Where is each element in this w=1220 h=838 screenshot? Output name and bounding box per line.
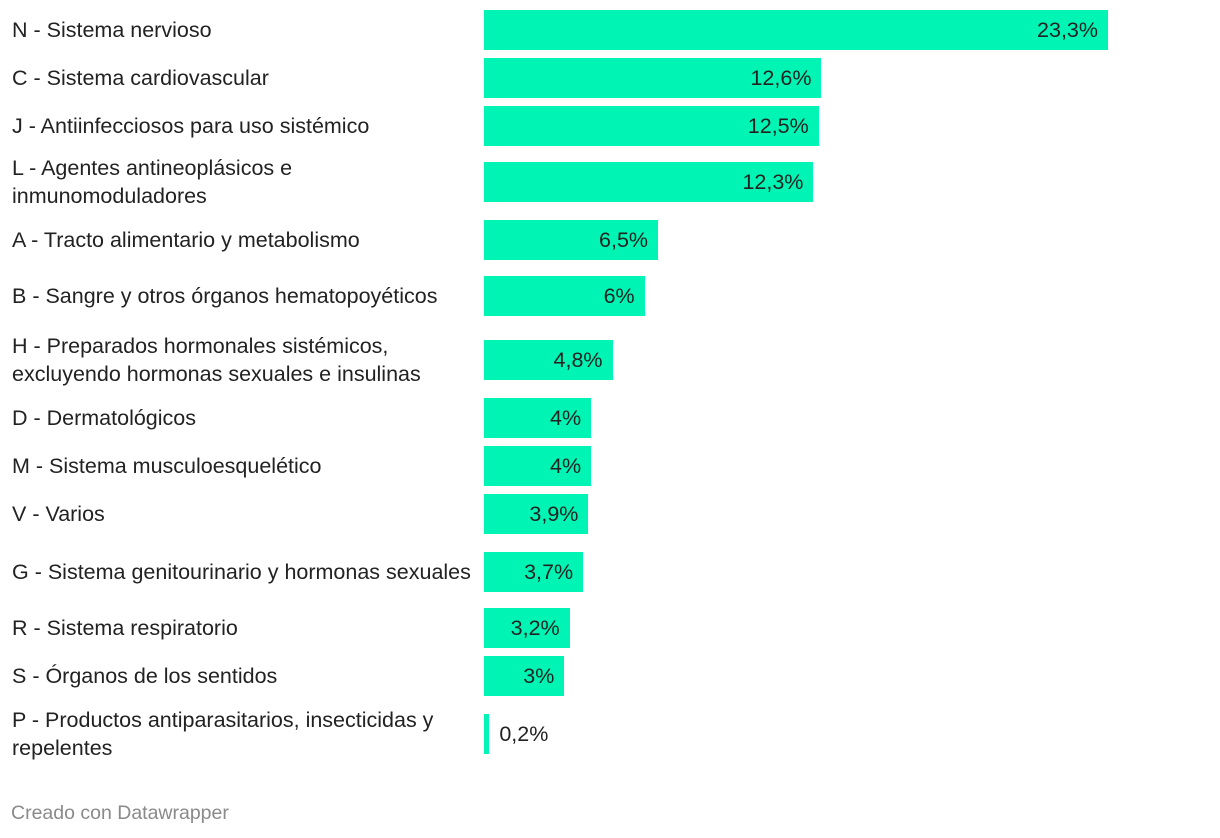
category-label: D - Dermatológicos <box>12 406 196 430</box>
chart-row: N - Sistema nervioso 23,3% <box>0 10 1220 50</box>
value-label: 0,2% <box>499 721 549 746</box>
bar <box>484 608 570 648</box>
value-label: 3,7% <box>524 559 574 584</box>
bar <box>484 552 584 592</box>
value-label: 6% <box>603 283 635 308</box>
chart-row: G - Sistema genitourinario y hormonas se… <box>0 542 1220 602</box>
bar-chart: N - Sistema nervioso 23,3% C - Sistema car… <box>0 10 1220 764</box>
category-label: H - Preparados hormonales sistémicos, ex… <box>12 334 421 386</box>
value-label: 3,2% <box>510 615 560 640</box>
category-label: A - Tracto alimentario y metabolismo <box>12 228 360 252</box>
chart-row: R - Sistema respiratorio 3,2% <box>0 608 1220 648</box>
category-label: L - Agentes antineoplásicos e inmunomodu… <box>12 156 293 208</box>
value-label: 12,3% <box>742 169 804 194</box>
chart-row: J - Antiinfecciosos para uso sistémico 12… <box>0 106 1220 146</box>
chart-row: H - Preparados hormonales sistémicos, ex… <box>0 332 1220 388</box>
bar <box>484 220 659 260</box>
value-label: 3,9% <box>529 501 579 526</box>
category-label: M - Sistema musculoesquelético <box>12 454 322 478</box>
chart-row: P - Productos antiparasitarios, insectic… <box>0 704 1220 764</box>
bar <box>484 398 592 438</box>
bar <box>484 340 613 380</box>
value-label: 6,5% <box>599 227 649 252</box>
bar <box>484 10 1108 50</box>
bar <box>484 162 814 202</box>
bar <box>484 106 819 146</box>
value-label: 3% <box>523 663 555 688</box>
category-label: V - Varios <box>12 502 105 526</box>
bar <box>484 494 589 534</box>
chart-row: M - Sistema musculoesquelético 4% <box>0 446 1220 486</box>
category-label: J - Antiinfecciosos para uso sistémico <box>12 114 370 138</box>
category-label: B - Sangre y otros órganos hematopoyétic… <box>12 284 438 308</box>
bar <box>484 58 822 98</box>
value-label: 12,6% <box>750 65 812 90</box>
chart-row: L - Agentes antineoplásicos e inmunomodu… <box>0 154 1220 210</box>
category-label: C - Sistema cardiovascular <box>12 66 269 90</box>
chart-row: C - Sistema cardiovascular 12,6% <box>0 58 1220 98</box>
bar <box>484 446 592 486</box>
bar <box>484 714 490 754</box>
bar <box>484 276 645 316</box>
value-label: 4% <box>550 405 582 430</box>
value-label: 4% <box>550 453 582 478</box>
chart-row: D - Dermatológicos 4% <box>0 398 1220 438</box>
value-label: 23,3% <box>1037 17 1098 42</box>
chart-row: A - Tracto alimentario y metabolismo 6,5% <box>0 220 1220 260</box>
chart-row: S - Órganos de los sentidos 3% <box>0 656 1220 696</box>
chart-credit: Creado con Datawrapper <box>11 802 229 824</box>
bar <box>484 656 565 696</box>
category-label: G - Sistema genitourinario y hormonas se… <box>12 560 471 584</box>
value-label: 4,8% <box>553 347 603 372</box>
category-label: S - Órganos de los sentidos <box>12 664 278 688</box>
chart-row: B - Sangre y otros órganos hematopoyétic… <box>0 268 1220 324</box>
category-label: P - Productos antiparasitarios, insectic… <box>12 708 434 760</box>
value-label: 12,5% <box>747 113 809 138</box>
chart-row: V - Varios 3,9% <box>0 494 1220 534</box>
category-label: N - Sistema nervioso <box>12 18 212 42</box>
category-label: R - Sistema respiratorio <box>12 616 238 640</box>
